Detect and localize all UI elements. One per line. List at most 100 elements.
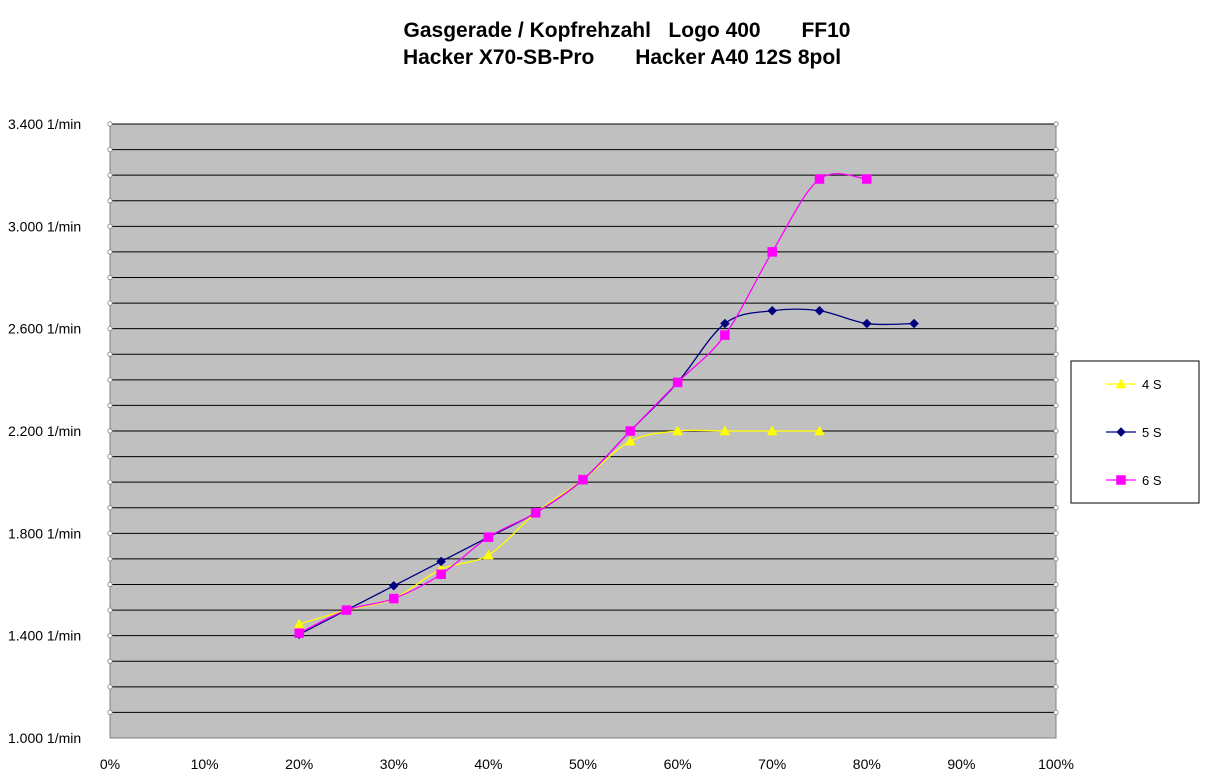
grid-marker-left xyxy=(107,326,113,332)
x-tick-label: 80% xyxy=(853,756,881,772)
data-point xyxy=(720,330,730,340)
y-tick-label: 1.400 1/min xyxy=(8,628,81,644)
grid-marker-left xyxy=(107,172,113,178)
legend-label: 5 S xyxy=(1142,425,1162,440)
grid-marker-left xyxy=(107,146,113,153)
data-point xyxy=(767,305,778,316)
data-point xyxy=(483,532,494,542)
grid-marker-right xyxy=(1053,351,1059,357)
grid-marker-right xyxy=(1053,505,1059,511)
gridlines xyxy=(107,121,1059,716)
x-tick-label: 70% xyxy=(758,756,786,772)
grid-marker-left xyxy=(107,479,113,485)
data-point xyxy=(767,247,777,257)
chart-title-line-2: Hacker X70-SB-Pro Hacker A40 12S 8pol xyxy=(403,46,841,69)
data-point xyxy=(294,628,304,638)
grid-marker-left xyxy=(107,581,113,588)
x-tick-label: 90% xyxy=(947,756,975,772)
y-axis: 1.000 1/min 1.400 1/min 1.800 1/min 2.200 1… xyxy=(8,116,81,746)
grid-marker-right xyxy=(1053,198,1059,204)
data-point xyxy=(720,318,730,329)
y-tick-label: 3.000 1/min xyxy=(8,218,81,234)
x-tick-label: 0% xyxy=(100,756,120,772)
chart-title: Gasgerade / Kopfrehzahl Logo 400 FF10 Ha… xyxy=(403,19,851,69)
grid-marker-left xyxy=(107,223,113,229)
legend-marker xyxy=(1115,378,1127,389)
grid-marker-right xyxy=(1053,223,1059,229)
grid-marker-right xyxy=(1053,146,1059,153)
grid-marker-left xyxy=(107,274,113,281)
data-point xyxy=(672,425,684,436)
data-point xyxy=(719,425,731,436)
grid-marker-right xyxy=(1053,377,1059,383)
grid-marker-left xyxy=(107,121,113,127)
y-tick-label: 2.600 1/min xyxy=(8,321,81,337)
data-point xyxy=(388,580,399,591)
grid-marker-right xyxy=(1053,709,1059,716)
grid-marker-left xyxy=(107,402,113,409)
grid-marker-right xyxy=(1053,556,1059,562)
grid-marker-left xyxy=(107,249,113,255)
grid-marker-left xyxy=(107,530,113,536)
x-axis: 0% 10% 20% 30% 40% 50% 60% 70% 80% 90% 100% xyxy=(100,756,1074,772)
series-2 xyxy=(294,173,872,638)
legend-label: 6 S xyxy=(1142,473,1162,488)
data-point xyxy=(436,569,446,580)
grid-marker-right xyxy=(1053,479,1059,485)
grid-marker-right xyxy=(1053,658,1059,664)
grid-marker-right xyxy=(1053,121,1059,127)
data-point xyxy=(530,508,541,518)
x-tick-label: 30% xyxy=(380,756,408,772)
grid-marker-left xyxy=(107,351,113,357)
data-point xyxy=(389,593,399,604)
grid-marker-left xyxy=(107,709,113,716)
grid-marker-left xyxy=(107,658,113,664)
y-tick-label: 3.400 1/min xyxy=(8,116,81,132)
grid-marker-right xyxy=(1053,684,1059,690)
grid-marker-right xyxy=(1053,633,1059,639)
grid-marker-left xyxy=(107,198,113,204)
y-tick-label: 1.000 1/min xyxy=(8,730,81,746)
grid-marker-right xyxy=(1053,326,1059,332)
chart-title-line-1: Gasgerade / Kopfrehzahl Logo 400 FF10 xyxy=(404,19,851,42)
y-tick-label: 2.200 1/min xyxy=(8,423,81,439)
grid-marker-left xyxy=(107,300,113,306)
data-point xyxy=(293,618,305,629)
x-tick-label: 40% xyxy=(474,756,502,772)
series-lines xyxy=(293,173,919,640)
data-point xyxy=(625,426,636,436)
data-point xyxy=(672,377,683,388)
data-point xyxy=(862,174,872,184)
grid-marker-right xyxy=(1053,300,1059,306)
x-tick-label: 100% xyxy=(1038,756,1074,772)
legend: 4 S 5 S 6 S xyxy=(1070,360,1200,504)
legend-marker xyxy=(1116,427,1126,437)
grid-marker-left xyxy=(107,453,113,460)
grid-marker-left xyxy=(107,633,113,639)
data-point xyxy=(814,425,825,436)
grid-marker-right xyxy=(1053,581,1059,588)
data-point xyxy=(436,556,446,567)
x-tick-label: 20% xyxy=(285,756,313,772)
data-point xyxy=(909,318,919,329)
data-point xyxy=(578,474,588,485)
grid-marker-right xyxy=(1053,453,1059,460)
data-point xyxy=(766,425,778,436)
data-point xyxy=(341,605,352,615)
x-tick-label: 10% xyxy=(191,756,219,772)
grid-marker-left xyxy=(107,428,113,434)
data-point xyxy=(861,318,872,329)
grid-marker-right xyxy=(1053,274,1059,281)
grid-marker-right xyxy=(1053,172,1059,178)
grid-marker-left xyxy=(107,556,113,562)
grid-marker-left xyxy=(107,505,113,511)
data-point xyxy=(814,174,825,184)
legend-marker xyxy=(1116,475,1126,485)
x-tick-label: 50% xyxy=(569,756,597,772)
data-point xyxy=(814,305,825,316)
grid-marker-right xyxy=(1053,249,1059,255)
grid-marker-left xyxy=(107,684,113,690)
grid-marker-right xyxy=(1053,607,1059,613)
y-tick-label: 1.800 1/min xyxy=(8,525,81,541)
